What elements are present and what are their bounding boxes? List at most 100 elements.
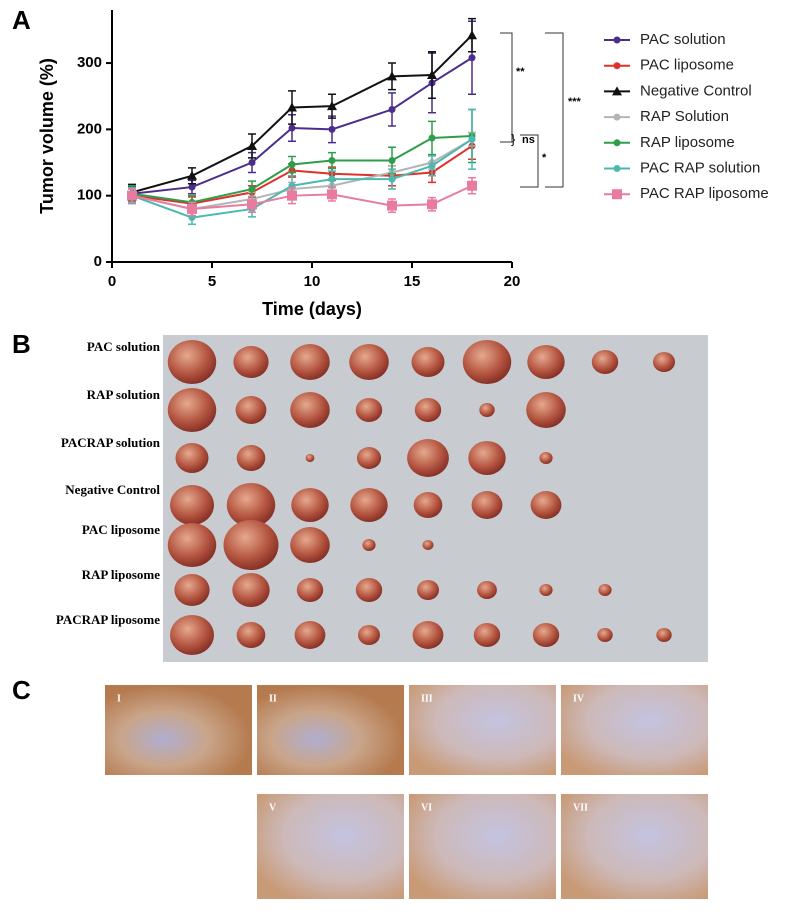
- tumor: [167, 388, 217, 432]
- series: [127, 17, 477, 202]
- annotation: *: [542, 152, 547, 164]
- brace: }: [511, 131, 516, 146]
- marker: [427, 69, 437, 79]
- row-label: RAP liposome: [82, 567, 161, 582]
- tumor: [656, 628, 672, 642]
- tumor: [235, 396, 267, 424]
- series-line: [131, 145, 473, 205]
- tumor: [539, 452, 553, 464]
- tumor: [473, 623, 501, 647]
- series: [128, 108, 476, 210]
- legend-label: Negative Control: [640, 82, 752, 99]
- marker: [288, 161, 296, 169]
- tumor: [290, 344, 330, 380]
- tumor: [305, 454, 315, 462]
- tumor: [223, 520, 279, 570]
- marker: [388, 157, 396, 165]
- x-tick-label: 0: [108, 273, 116, 290]
- image-label: V: [269, 802, 277, 813]
- marker: [613, 62, 621, 70]
- panel-label: C: [12, 675, 31, 705]
- image-label: III: [421, 693, 433, 704]
- histology-image: [257, 685, 404, 775]
- tumor: [468, 441, 506, 475]
- marker: [287, 102, 297, 112]
- series-line: [131, 56, 473, 195]
- x-tick-label: 10: [304, 273, 321, 290]
- marker: [427, 199, 437, 210]
- tumor: [597, 628, 613, 642]
- tumor: [591, 350, 619, 374]
- tumor: [422, 540, 434, 550]
- tumor: [355, 398, 383, 422]
- tumor: [653, 352, 675, 372]
- marker: [328, 157, 336, 165]
- marker: [328, 175, 336, 183]
- marker: [247, 140, 257, 150]
- marker: [613, 139, 621, 147]
- y-axis-label: Tumor volume (%): [37, 58, 57, 214]
- row-label: PAC solution: [87, 339, 161, 354]
- series-line: [131, 138, 473, 219]
- tumor: [462, 340, 512, 384]
- series: [128, 131, 476, 212]
- tumor: [294, 621, 326, 649]
- bracket: [520, 134, 539, 188]
- tumor: [232, 573, 270, 607]
- tumor: [175, 443, 209, 473]
- marker: [247, 199, 257, 210]
- marker: [388, 175, 396, 183]
- tumor: [532, 623, 560, 647]
- legend-label: RAP Solution: [640, 108, 729, 125]
- x-axis-label: Time (days): [262, 299, 362, 319]
- image-label: II: [269, 693, 277, 704]
- marker: [428, 162, 436, 170]
- tumor: [233, 346, 269, 378]
- marker: [467, 180, 477, 191]
- histology-image: [105, 685, 252, 775]
- tumor: [290, 392, 330, 428]
- tumor: [174, 574, 210, 606]
- bracket: [500, 32, 513, 143]
- annotation: **: [516, 66, 525, 78]
- marker: [613, 36, 621, 44]
- tumor: [291, 488, 329, 522]
- tumor: [598, 584, 612, 596]
- tumor: [236, 622, 266, 648]
- marker: [613, 165, 621, 172]
- tumor: [358, 625, 380, 645]
- histology-image: [409, 685, 556, 775]
- image-label: IV: [573, 693, 585, 704]
- histology-image: [561, 794, 708, 899]
- tumor: [412, 621, 444, 649]
- image-label: I: [117, 693, 121, 704]
- marker: [187, 170, 197, 180]
- row-label: RAP solution: [87, 387, 161, 402]
- marker: [612, 189, 622, 200]
- x-tick-label: 5: [208, 273, 216, 290]
- tumor: [417, 580, 439, 600]
- histology-images: I II III IVV VI VII: [105, 685, 708, 899]
- image-label: VI: [421, 802, 432, 813]
- tumor: [411, 347, 445, 377]
- legend-label: PAC liposome: [640, 57, 734, 74]
- tumor: [530, 491, 562, 519]
- legend-label: RAP liposome: [640, 134, 735, 151]
- annotation: ns: [522, 134, 535, 146]
- tumor: [226, 483, 276, 527]
- tumor: [407, 439, 449, 477]
- marker: [328, 125, 336, 133]
- series-line: [131, 184, 473, 210]
- marker: [248, 185, 256, 193]
- tumor: [414, 398, 442, 422]
- marker: [188, 183, 196, 191]
- tumor: [539, 584, 553, 596]
- tumor: [477, 581, 497, 599]
- legend-label: PAC RAP solution: [640, 159, 760, 176]
- image-label: VII: [573, 802, 588, 813]
- legend-label: PAC RAP liposome: [640, 185, 769, 202]
- tumor: [362, 539, 376, 551]
- marker: [127, 190, 137, 201]
- y-tick-label: 300: [77, 54, 102, 71]
